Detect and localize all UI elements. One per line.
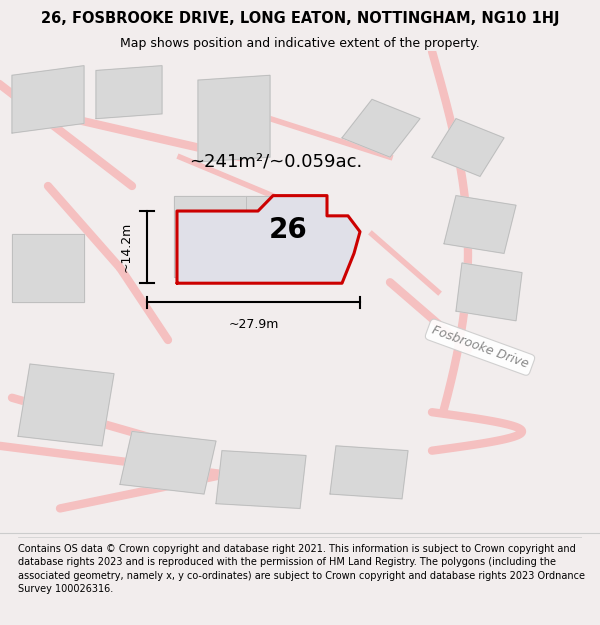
Polygon shape — [12, 234, 84, 301]
Text: 26, FOSBROOKE DRIVE, LONG EATON, NOTTINGHAM, NG10 1HJ: 26, FOSBROOKE DRIVE, LONG EATON, NOTTING… — [41, 11, 559, 26]
Polygon shape — [198, 75, 270, 162]
Polygon shape — [96, 66, 162, 119]
Text: Fosbrooke Drive: Fosbrooke Drive — [430, 324, 530, 371]
Polygon shape — [18, 364, 114, 446]
Polygon shape — [330, 446, 408, 499]
Polygon shape — [177, 196, 360, 283]
Polygon shape — [12, 66, 84, 133]
Polygon shape — [174, 196, 246, 278]
Polygon shape — [216, 451, 306, 509]
Text: 26: 26 — [269, 216, 308, 244]
Text: Map shows position and indicative extent of the property.: Map shows position and indicative extent… — [120, 37, 480, 50]
Polygon shape — [246, 196, 318, 253]
Text: ~14.2m: ~14.2m — [119, 222, 133, 272]
Polygon shape — [444, 196, 516, 253]
Text: Contains OS data © Crown copyright and database right 2021. This information is : Contains OS data © Crown copyright and d… — [18, 544, 585, 594]
Polygon shape — [432, 119, 504, 176]
Polygon shape — [120, 431, 216, 494]
Text: ~27.9m: ~27.9m — [229, 318, 278, 331]
Polygon shape — [342, 99, 420, 157]
Polygon shape — [456, 263, 522, 321]
Text: ~241m²/~0.059ac.: ~241m²/~0.059ac. — [190, 153, 362, 171]
